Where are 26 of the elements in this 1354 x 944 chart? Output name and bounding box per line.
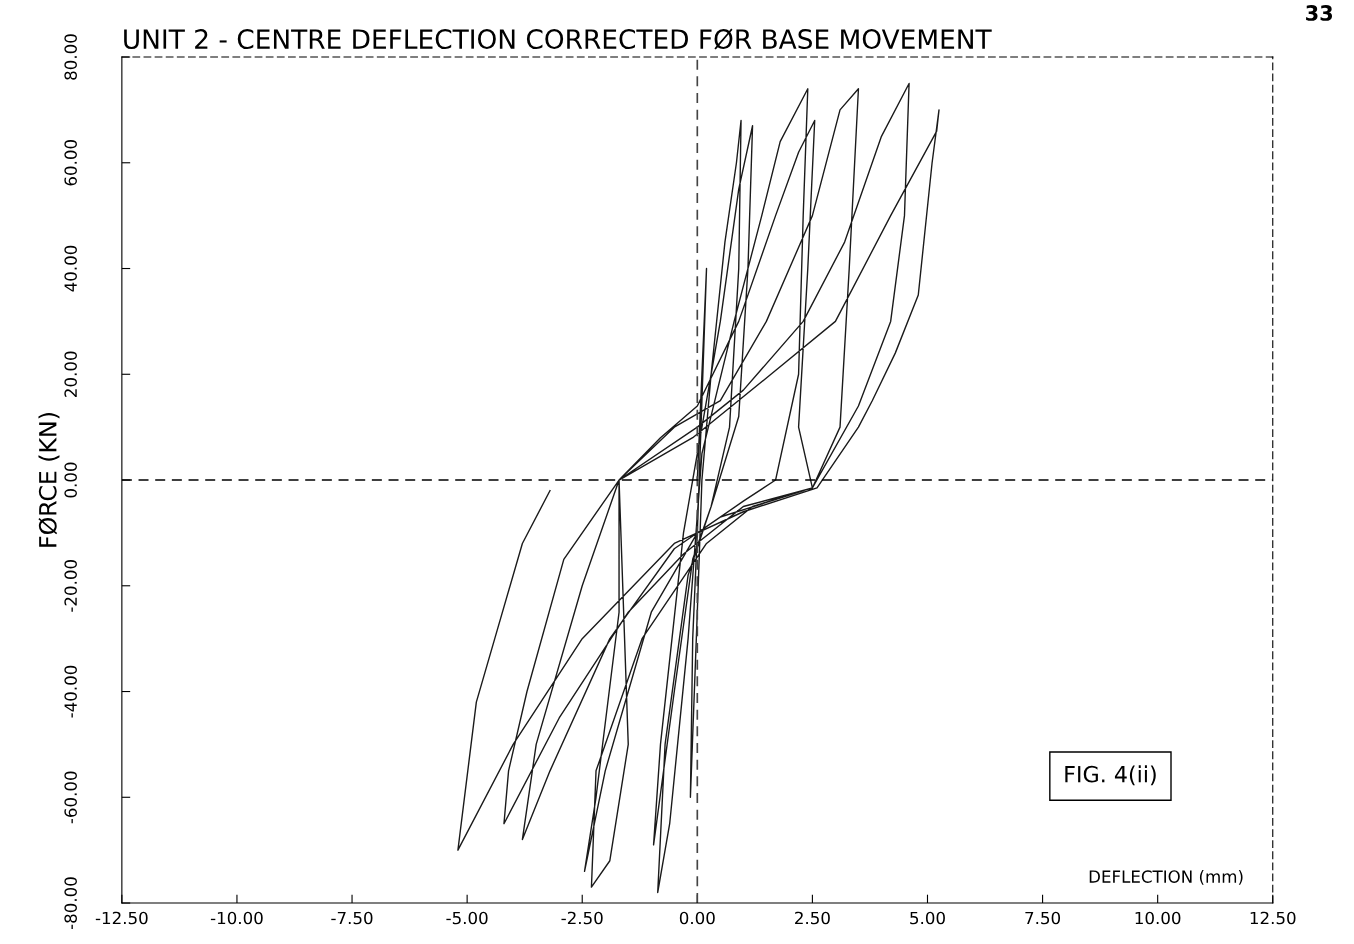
x-tick-label: -5.00 [446, 911, 488, 925]
x-tick-label: -2.50 [561, 911, 603, 925]
x-tick-label: 0.00 [679, 911, 715, 925]
y-tick-label: -40.00 [64, 665, 77, 718]
x-tick-label: 10.00 [1135, 911, 1181, 925]
x-tick-label: -12.50 [95, 911, 148, 925]
x-tick-label: 7.50 [1025, 911, 1061, 925]
y-tick-label: 80.00 [64, 34, 77, 80]
y-axis-title: FØRCE (KN) [38, 413, 60, 547]
x-tick-label: -10.00 [210, 911, 263, 925]
y-tick-label: 20.00 [64, 351, 77, 397]
y-tick-label: -20.00 [64, 560, 77, 612]
y-tick-label: -60.00 [64, 771, 77, 824]
y-tick-label: 40.00 [64, 245, 77, 292]
y-tick-label: 0.00 [64, 462, 77, 498]
y-tick-label: -80.00 [64, 877, 77, 930]
x-tick-label: 2.50 [795, 911, 830, 925]
annotation: FIG. 4(ii) [1065, 765, 1156, 786]
x-tick-label: 12.50 [1250, 911, 1296, 925]
line-series [457, 82, 940, 894]
x-axis-title: DEFLECTION (mm) [1089, 870, 1243, 885]
chart-title: UNIT 2 - CENTRE DEFLECTION CORRECTED FØR BASE MOVEMENT [124, 28, 992, 50]
x-tick-label: -7.50 [331, 911, 373, 925]
text: 33 [1306, 5, 1333, 21]
y-tick-label: 60.00 [64, 140, 77, 186]
x-tick-label: 5.00 [910, 911, 945, 925]
